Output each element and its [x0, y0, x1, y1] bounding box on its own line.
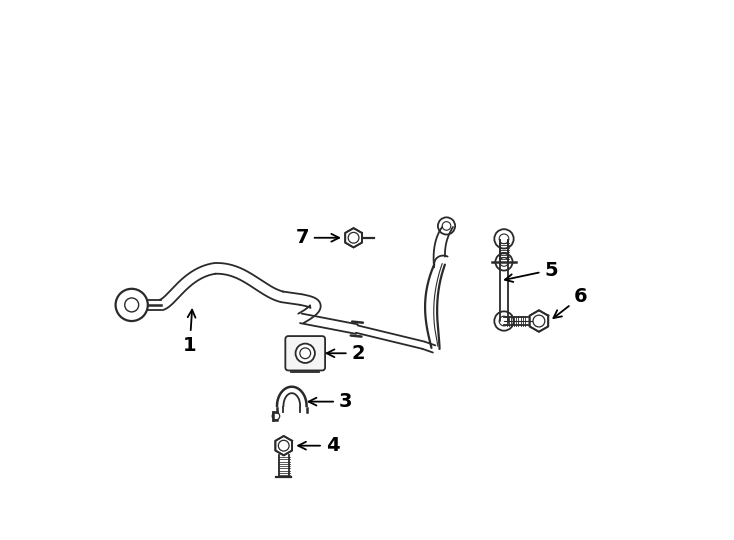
Polygon shape [345, 228, 362, 247]
Text: 5: 5 [505, 260, 558, 282]
Text: 7: 7 [296, 228, 339, 247]
Text: 1: 1 [183, 310, 197, 355]
Text: 3: 3 [309, 392, 352, 411]
Text: 2: 2 [327, 344, 365, 363]
Circle shape [272, 413, 280, 420]
FancyBboxPatch shape [286, 336, 325, 370]
Polygon shape [530, 310, 548, 332]
Circle shape [296, 343, 315, 363]
Polygon shape [275, 436, 292, 455]
Text: 4: 4 [298, 436, 339, 455]
Text: 6: 6 [553, 287, 587, 318]
